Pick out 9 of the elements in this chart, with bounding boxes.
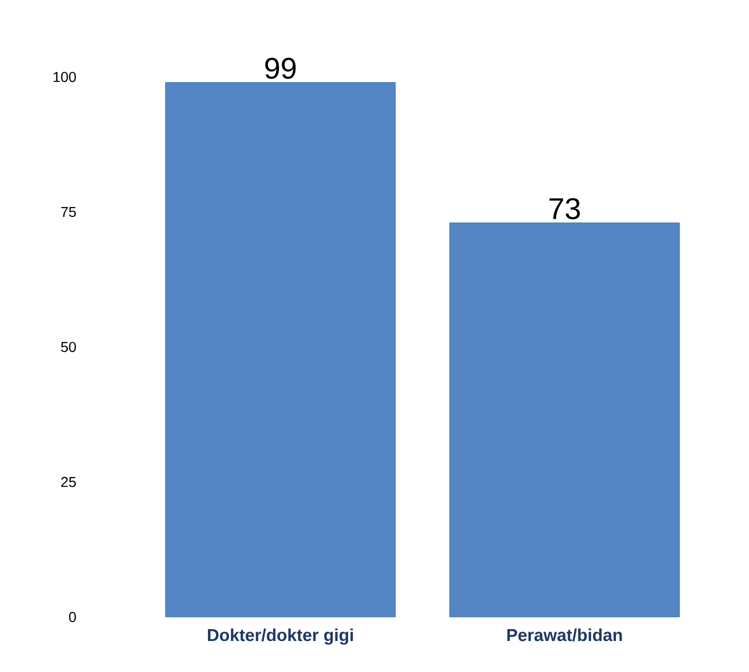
- y-tick-label: 100: [54, 72, 76, 82]
- x-tick-label: Perawat/bidan: [507, 628, 622, 642]
- data-label: 99: [265, 58, 296, 79]
- y-tick-label: 25: [61, 476, 76, 488]
- x-tick-label: Dokter/dokter gigi: [208, 628, 353, 645]
- y-tick-label: 50: [61, 342, 76, 352]
- y-tick-label: 75: [61, 206, 76, 217]
- y-tick-label: 0: [69, 612, 76, 622]
- data-label: 73: [549, 198, 580, 220]
